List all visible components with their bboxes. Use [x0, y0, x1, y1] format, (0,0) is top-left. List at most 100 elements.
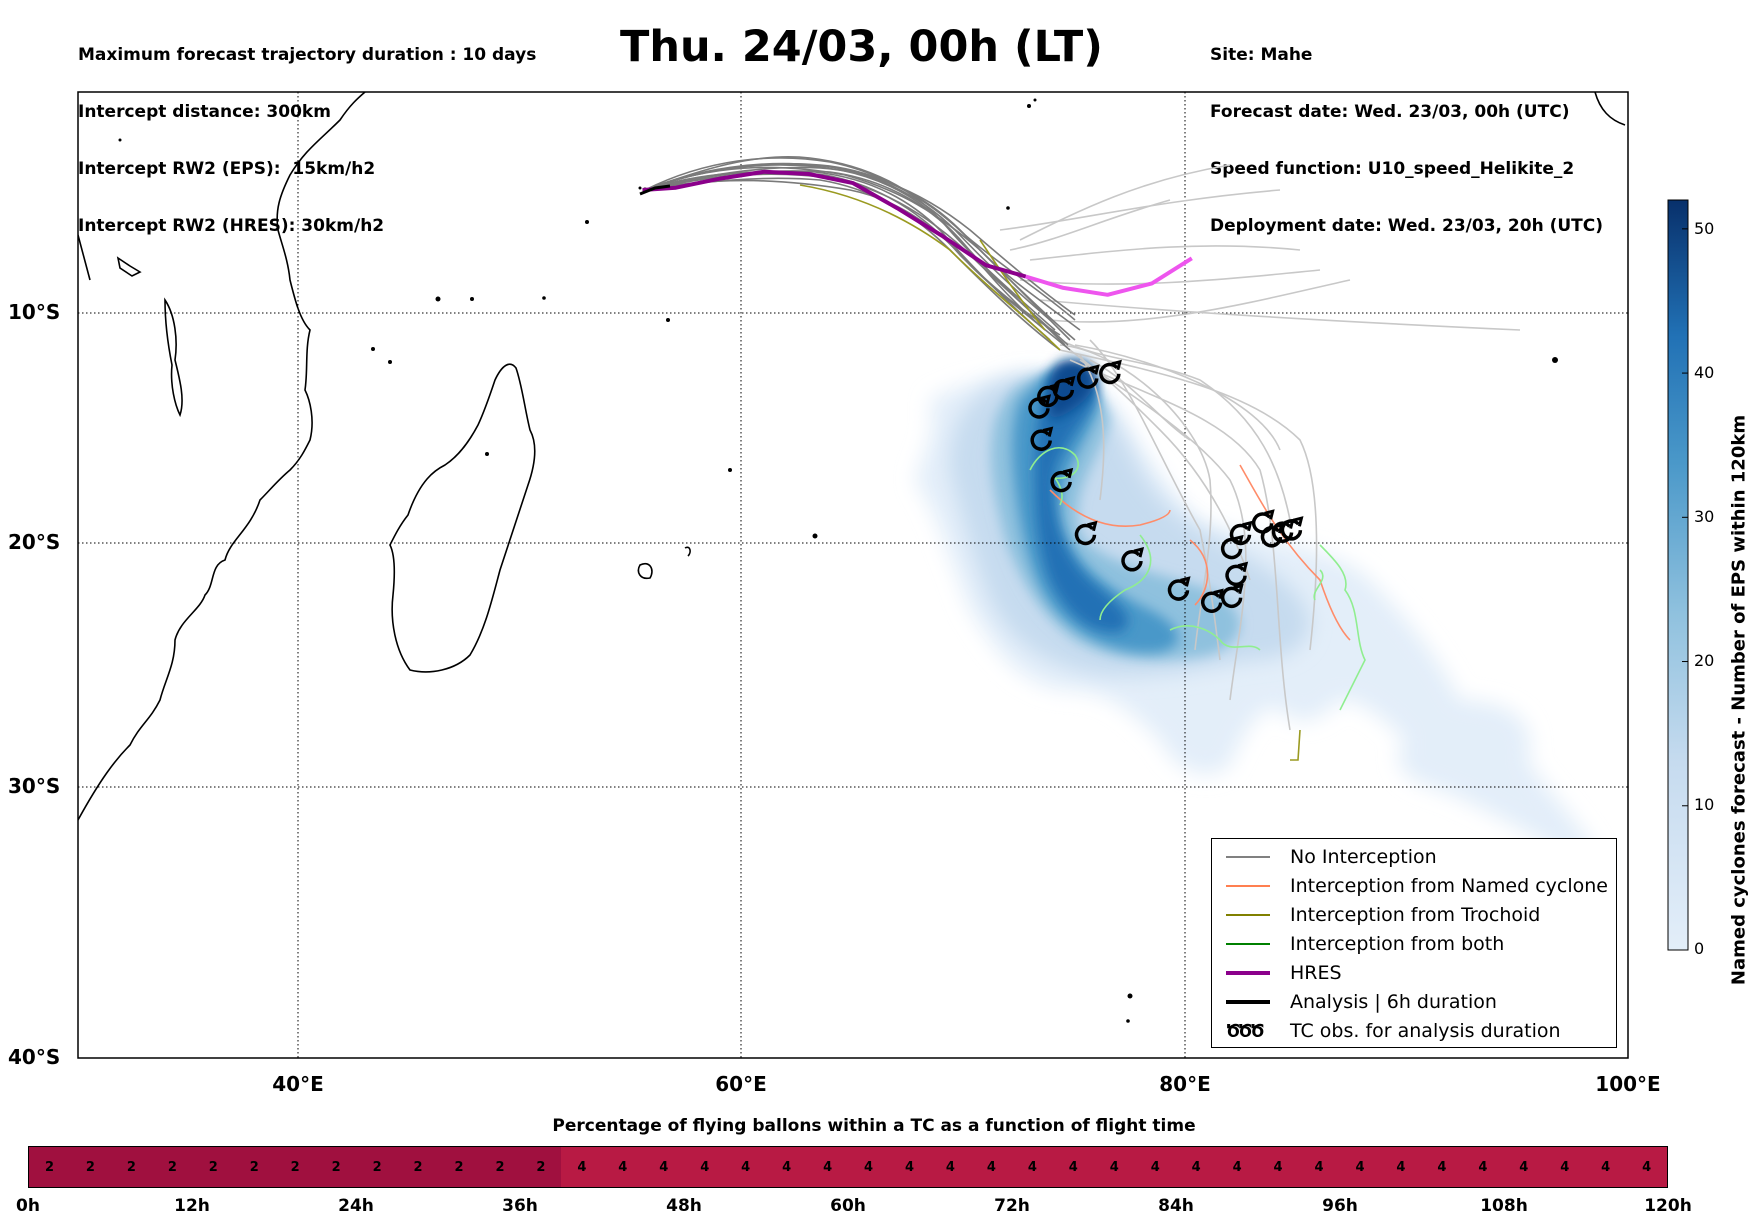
- legend-item: Interception from Named cyclone: [1226, 872, 1608, 900]
- percentage-cell: 4: [889, 1147, 930, 1187]
- percentage-cell: 4: [929, 1147, 971, 1187]
- flight-time-label: 84h: [1158, 1196, 1194, 1216]
- percentage-cell: 4: [1257, 1147, 1299, 1187]
- percentage-cell: 4: [970, 1147, 1012, 1187]
- percentage-cell: 2: [233, 1147, 275, 1187]
- percentage-cell: 4: [1011, 1147, 1053, 1187]
- colorbar-tick-label: 50: [1694, 219, 1715, 238]
- lon-label: 100°E: [1595, 1072, 1661, 1096]
- tc-obs-symbol: [1167, 576, 1191, 601]
- legend-swatch: [1226, 885, 1270, 887]
- percentage-cell: 4: [643, 1147, 685, 1187]
- percentage-cell: 2: [397, 1147, 439, 1187]
- flight-time-label: 36h: [502, 1196, 538, 1216]
- colorbar-tick-label: 10: [1694, 795, 1715, 814]
- percentage-cell: 4: [1503, 1147, 1545, 1187]
- percentage-panel-title: Percentage of flying ballons within a TC…: [552, 1116, 1196, 1136]
- legend-item: Interception from Trochoid: [1226, 901, 1540, 929]
- percentage-cell: 2: [69, 1147, 111, 1187]
- flight-time-label: 108h: [1480, 1196, 1528, 1216]
- tc-symbol-icon: ԾԾԾ: [1226, 1020, 1265, 1042]
- site-deployment-info: Site: Mahe Forecast date: Wed. 23/03, 00…: [1210, 8, 1603, 255]
- hres-trajectory-past: [642, 169, 1027, 279]
- percentage-cell: 4: [602, 1147, 644, 1187]
- hres-trajectory-future: [1025, 256, 1193, 297]
- percentage-cell: 2: [29, 1147, 70, 1187]
- forecast-time-title: Thu. 24/03, 00h (LT): [620, 22, 1103, 72]
- legend-label: Interception from both: [1290, 933, 1505, 955]
- tc-obs-symbol: [1074, 520, 1098, 546]
- tc-obs-symbol: [1050, 467, 1074, 493]
- colorbar-title: Named cyclones forecast - Number of EPS …: [1728, 414, 1750, 986]
- percentage-cell: 4: [1175, 1147, 1217, 1187]
- info-line: Intercept RW2 (EPS): 15km/h2: [78, 159, 376, 179]
- map-frame: [77, 91, 1629, 1059]
- percentage-cell: 4: [1339, 1147, 1381, 1187]
- legend-label: Interception from Named cyclone: [1290, 875, 1608, 897]
- colorbar-tick-label: 40: [1694, 363, 1715, 382]
- legend-item: No Interception: [1226, 843, 1437, 871]
- flight-time-label: 72h: [994, 1196, 1030, 1216]
- legend-label: No Interception: [1290, 846, 1437, 868]
- tc-obs-symbol: [1229, 520, 1253, 546]
- lat-label: 40°S: [8, 1045, 61, 1069]
- flight-time-label: 24h: [338, 1196, 374, 1216]
- lon-label: 60°E: [715, 1072, 767, 1096]
- lon-label: 80°E: [1159, 1072, 1211, 1096]
- legend-swatch: [1226, 1000, 1270, 1004]
- percentage-cell: 2: [192, 1147, 234, 1187]
- percentage-cell: 4: [1462, 1147, 1504, 1187]
- percentage-cell: 4: [766, 1147, 808, 1187]
- legend-swatch: [1226, 856, 1270, 858]
- flight-time-label: 0h: [16, 1196, 40, 1216]
- cyclone-interception-tracks: [1049, 464, 1351, 641]
- analysis-trajectory: [639, 184, 671, 196]
- percentage-cell: 4: [848, 1147, 890, 1187]
- info-line: Deployment date: Wed. 23/03, 20h (UTC): [1210, 216, 1604, 236]
- info-line: Maximum forecast trajectory duration : 1…: [78, 45, 537, 65]
- forecast-settings-info: Maximum forecast trajectory duration : 1…: [78, 8, 536, 255]
- percentage-cell: 4: [1134, 1147, 1176, 1187]
- both-interception-tracks: [1029, 446, 1366, 711]
- info-line: Forecast date: Wed. 23/03, 00h (UTC): [1210, 102, 1570, 122]
- percentage-cell: 4: [1052, 1147, 1094, 1187]
- percentage-cell: 4: [1421, 1147, 1463, 1187]
- percentage-cell: 4: [1093, 1147, 1135, 1187]
- percentage-cell: 4: [561, 1147, 603, 1187]
- colorbar-tick-label: 30: [1694, 507, 1715, 526]
- tc-obs-symbol: [1121, 547, 1145, 572]
- trochoid-interception-tracks: [799, 184, 1301, 761]
- percentage-cell: 4: [684, 1147, 726, 1187]
- percentage-cell: 2: [438, 1147, 480, 1187]
- tc-obs-symbol: [1030, 426, 1054, 451]
- tc-obs-symbol: [1220, 583, 1244, 609]
- colorbar-tick-label: 0: [1694, 939, 1705, 958]
- legend-item: HRES: [1226, 959, 1342, 987]
- legend-item: Interception from both: [1226, 930, 1504, 958]
- info-line: Site: Mahe: [1210, 45, 1313, 65]
- percentage-cell: 4: [1298, 1147, 1340, 1187]
- tc-observation-symbols: [1028, 359, 1304, 613]
- percentage-cell: 2: [315, 1147, 357, 1187]
- percentage-cell: 2: [274, 1147, 316, 1187]
- flight-time-label: 12h: [174, 1196, 210, 1216]
- lat-label: 10°S: [8, 300, 61, 324]
- percentage-cell: 4: [1585, 1147, 1627, 1187]
- tc-obs-symbol: [1028, 394, 1052, 419]
- tc-obs-symbol: [1280, 516, 1304, 541]
- legend-label: TC obs. for analysis duration: [1290, 1020, 1561, 1042]
- percentage-cell: 2: [479, 1147, 521, 1187]
- lon-label: 40°E: [272, 1072, 324, 1096]
- map-legend: No Interception Interception from Named …: [1211, 838, 1617, 1048]
- percentage-cell: 2: [520, 1147, 562, 1187]
- graticule: [78, 92, 1628, 1058]
- legend-label: HRES: [1290, 962, 1342, 984]
- tc-obs-symbol: [1225, 561, 1249, 587]
- colorbar-gradient: [1667, 199, 1689, 951]
- percentage-cell: 2: [356, 1147, 398, 1187]
- info-line: Intercept distance: 300km: [78, 102, 331, 122]
- flight-time-label: 120h: [1644, 1196, 1692, 1216]
- percentage-cell: 4: [725, 1147, 767, 1187]
